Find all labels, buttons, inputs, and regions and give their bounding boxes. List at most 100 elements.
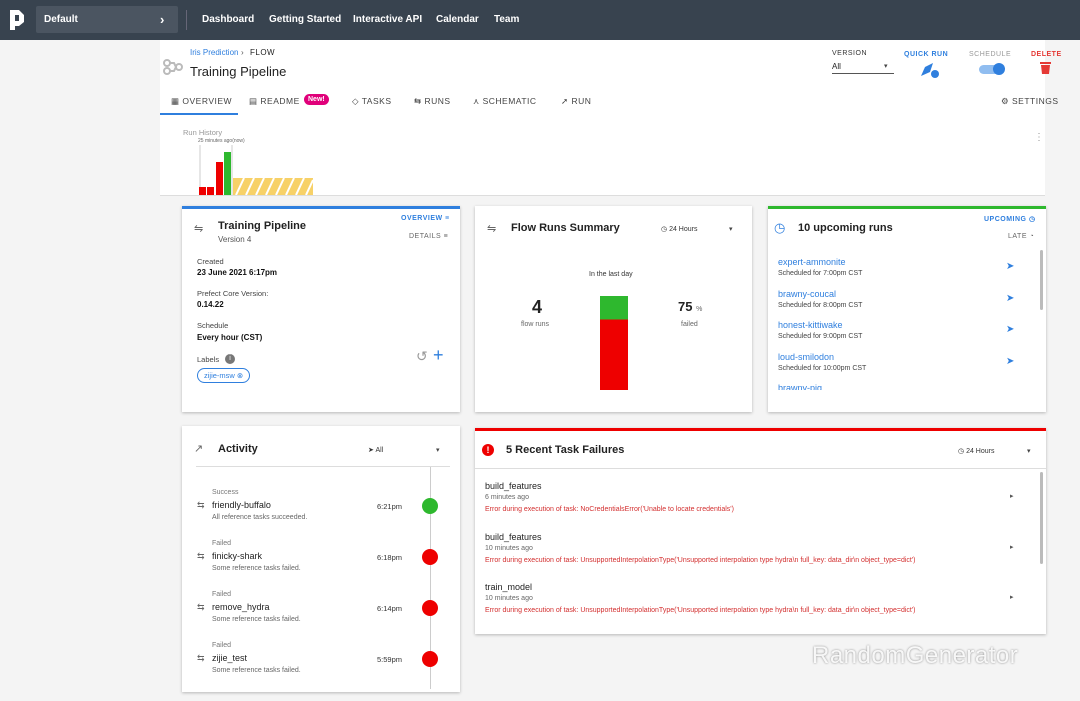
nav-link[interactable]: Calendar — [436, 14, 479, 25]
quick-run[interactable]: QUICK RUN — [904, 51, 949, 58]
reset-icon[interactable]: ↺ — [416, 348, 428, 364]
rect-shape — [224, 152, 231, 195]
message: Some reference tasks failed. — [212, 565, 301, 572]
time: 6:14pm — [377, 604, 403, 613]
overview-link[interactable]: OVERVIEW ≡ — [401, 215, 450, 222]
breadcrumb-project[interactable]: Iris Prediction — [190, 48, 239, 57]
filter-label: All — [375, 447, 384, 454]
status-dot — [422, 549, 438, 565]
failed-value: 75 — [678, 299, 693, 314]
task-name[interactable]: build_features — [485, 531, 542, 542]
card-icon: ⇋ — [487, 223, 497, 235]
version: Version 4 — [218, 235, 252, 244]
expand[interactable]: ▸ — [1010, 493, 1014, 500]
settings[interactable]: ⚙ SETTINGS — [1001, 96, 1059, 106]
new-badge: New! — [304, 94, 329, 105]
run-name[interactable]: zijie_test — [212, 653, 248, 663]
card-title: Training Pipeline — [218, 220, 307, 232]
header-divider — [475, 468, 1046, 469]
schedule-toggle[interactable] — [979, 65, 1003, 74]
delete-label[interactable]: DELETE — [1031, 51, 1062, 58]
time: 6:18pm — [377, 553, 403, 562]
expand[interactable]: ▸ — [1010, 594, 1014, 601]
tab-label: SCHEMATIC — [482, 96, 537, 106]
tab[interactable]: ➚ RUN — [561, 96, 592, 106]
nav-link[interactable]: Team — [494, 14, 520, 25]
field-value: 23 June 2021 6:17pm — [197, 268, 278, 277]
caret: ▾ — [436, 447, 440, 454]
select-caret: ▾ — [884, 63, 888, 70]
breadcrumb-sep: › — [241, 48, 244, 57]
range-select[interactable]: ◷ 24 Hours — [661, 226, 698, 233]
age: 10 minutes ago — [485, 544, 533, 552]
task-name[interactable]: build_features — [485, 481, 542, 491]
expand[interactable]: ▸ — [1010, 543, 1014, 551]
run-name[interactable]: brawny-coucal — [778, 288, 837, 299]
timeline — [430, 467, 431, 689]
add-label[interactable]: + — [433, 345, 444, 365]
percent-sign: % — [696, 306, 703, 313]
time: 6:21pm — [377, 502, 403, 511]
run-icon[interactable]: ➤ — [1006, 355, 1015, 367]
icon: ⇆ — [197, 602, 205, 612]
workspace-name: Default — [44, 14, 78, 25]
circle-shape — [163, 67, 171, 75]
run-icon[interactable]: ➤ — [1006, 292, 1015, 304]
more-menu[interactable]: ⋮ — [1034, 132, 1044, 143]
run-name[interactable]: remove_hydra — [212, 602, 270, 612]
tab[interactable]: ▦ OVERVIEW — [171, 96, 233, 106]
tab[interactable]: ⇆ RUNS — [414, 96, 451, 106]
range-select[interactable]: ◷ 24 Hours — [958, 448, 995, 455]
failed-percent: 75 % — [678, 299, 702, 314]
task-name[interactable]: train_model — [485, 582, 533, 592]
run-name[interactable]: friendly-buffalo — [212, 500, 271, 510]
message: All reference tasks succeeded. — [212, 514, 308, 521]
details-link[interactable]: DETAILS ≡ — [409, 233, 449, 240]
upcoming-list: expert-ammonite Scheduled for 7:00pm CST ➤… — [768, 250, 1038, 390]
summary-bar — [600, 296, 628, 390]
scrollbar — [1040, 250, 1043, 310]
label-chip[interactable]: zijie-msw ⊗ — [197, 368, 251, 383]
run-name[interactable]: brawny-pig — [778, 383, 823, 390]
version-select[interactable]: All — [832, 62, 894, 74]
status: Failed — [212, 540, 232, 547]
overview-label: OVERVIEW — [401, 215, 443, 222]
tab-label: OVERVIEW — [182, 96, 233, 106]
nav-link[interactable]: Getting Started — [269, 14, 342, 25]
nav-link[interactable]: Interactive API — [353, 14, 423, 25]
watermark: RandomGenerator — [812, 642, 1019, 669]
divider — [186, 10, 187, 30]
failed-label: failed — [681, 321, 698, 328]
run-name[interactable]: finicky-shark — [212, 551, 263, 561]
version-label: VERSION — [832, 50, 868, 57]
status: Failed — [212, 591, 232, 598]
rect-shape — [216, 162, 223, 195]
run-name[interactable]: expert-ammonite — [778, 257, 846, 267]
field-value: 0.14.22 — [197, 300, 224, 309]
workspace-selector[interactable] — [36, 6, 178, 33]
run-name[interactable]: honest-kittiwake — [778, 320, 843, 330]
late-tab[interactable]: LATE ◔ — [1008, 233, 1035, 240]
nav-link[interactable]: Dashboard — [202, 14, 255, 25]
run-icon[interactable]: ➤ — [1006, 261, 1015, 272]
labels-title: Labels — [197, 355, 220, 364]
rocket-icon — [921, 63, 939, 78]
clock-icon: ◷ — [774, 220, 786, 235]
tab[interactable]: ⋏ SCHEMATIC — [473, 96, 537, 106]
filter-select[interactable]: ➤ All — [368, 447, 384, 454]
run-icon[interactable]: ➤ — [1006, 324, 1015, 335]
run-name[interactable]: loud-smilodon — [778, 351, 835, 362]
error: Error during execution of task: Unsuppor… — [485, 607, 916, 614]
tab-label: RUN — [571, 96, 592, 106]
card-icon: ⇋ — [194, 223, 204, 235]
status-dot — [422, 651, 438, 667]
breadcrumb-kind: FLOW — [250, 48, 276, 57]
header-divider — [196, 466, 450, 467]
upcoming-tab[interactable]: UPCOMING ◷ — [984, 216, 1036, 223]
tab[interactable]: ▤ README — [249, 96, 300, 106]
tab[interactable]: ◇ TASKS — [352, 96, 392, 106]
icon: ⇆ — [197, 551, 205, 561]
age: 6 minutes ago — [485, 494, 529, 501]
upcoming-card — [768, 206, 1046, 412]
caret: ▾ — [729, 226, 733, 233]
